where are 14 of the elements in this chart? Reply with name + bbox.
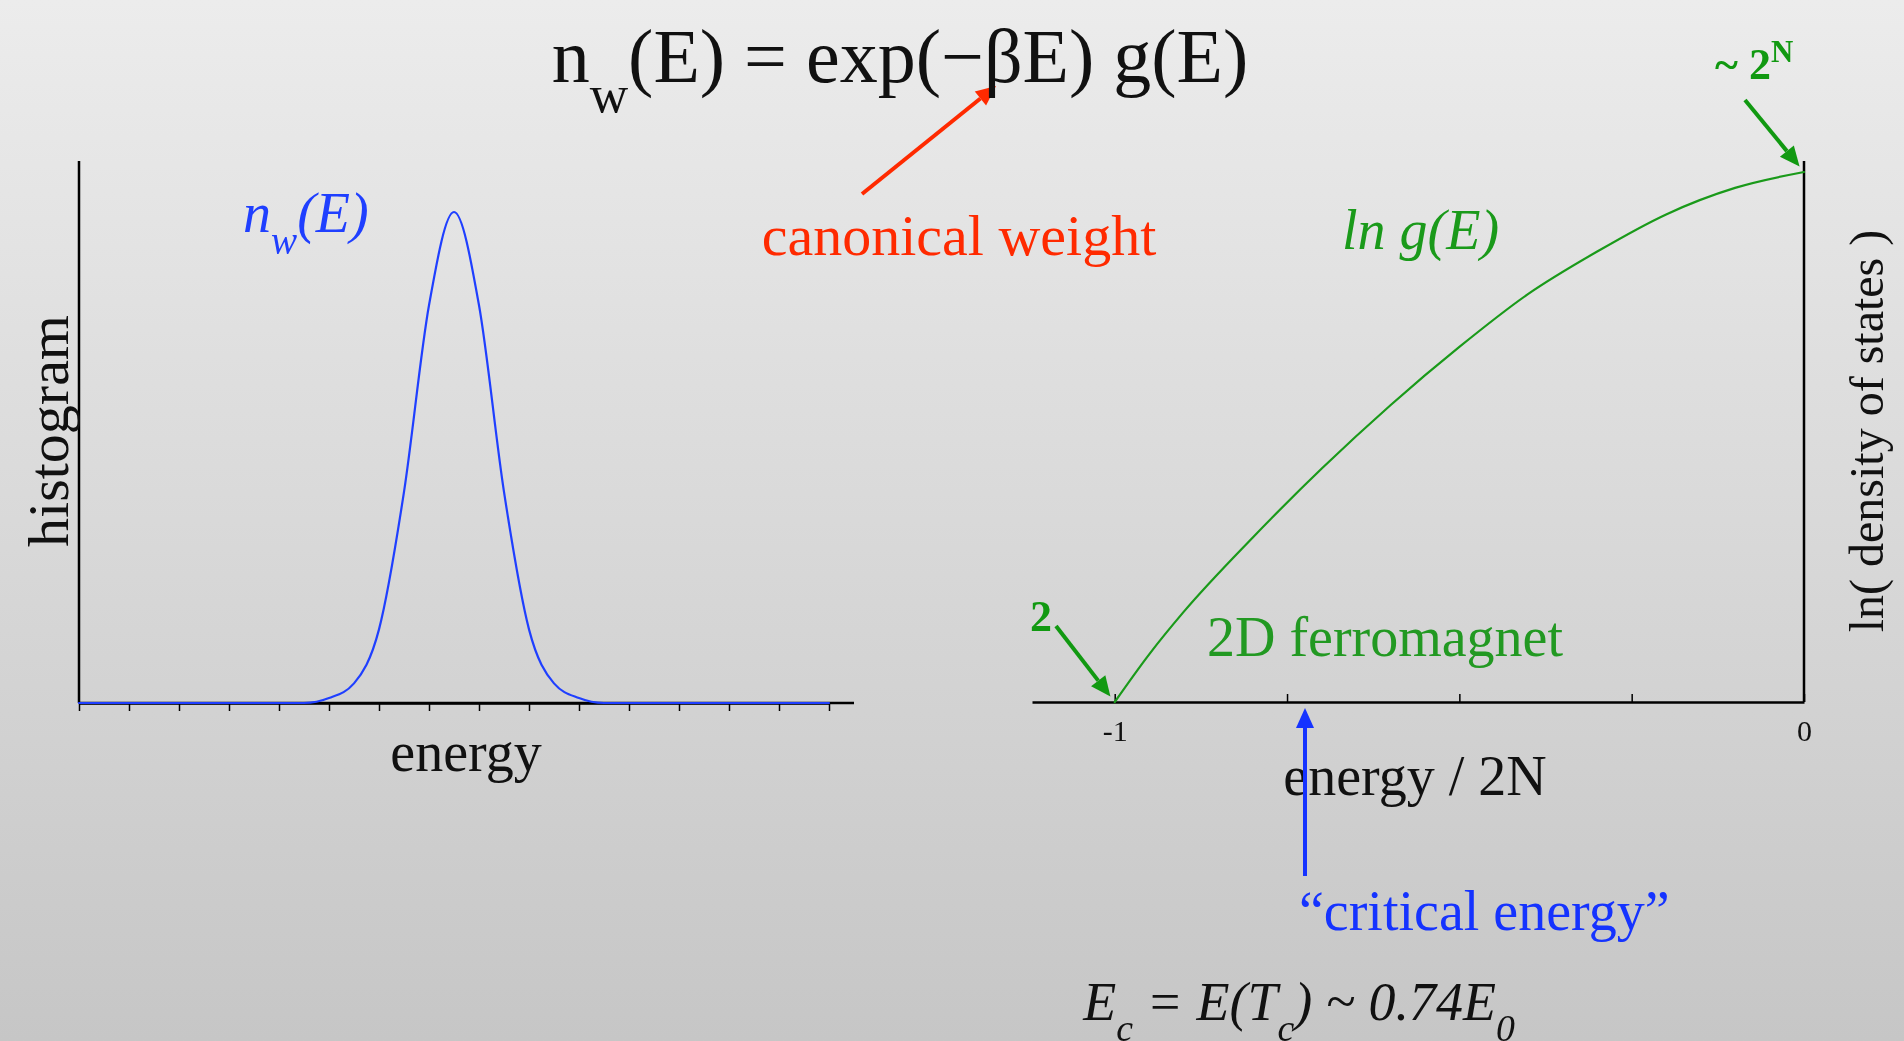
annotation: canonical weight bbox=[761, 203, 1157, 268]
annotation: 2 bbox=[1030, 592, 1052, 641]
x-tick-label: -1 bbox=[1102, 714, 1128, 748]
series-label: n$_{w}$(E) bbox=[243, 182, 369, 262]
series-label: ln g(E) bbox=[1342, 199, 1500, 262]
y-axis-title: ln( density of states ) bbox=[1839, 229, 1894, 633]
text: “critical energy” bbox=[1299, 880, 1670, 942]
annotation: 2D ferromagnet bbox=[1206, 606, 1564, 668]
text: E$_{c}$ = E(T$_{c}$) ~ 0.74E$_{0}$ bbox=[1082, 972, 1515, 1041]
chart-title: n$_{w}$(E) = exp(−βE) g(E) bbox=[551, 14, 1249, 124]
annotation: ~ 2$^{N}$ bbox=[1715, 35, 1794, 89]
x-axis-title: energy bbox=[390, 721, 542, 783]
y-axis-title: histogram bbox=[16, 315, 82, 547]
x-tick-label: 0 bbox=[1797, 714, 1812, 748]
